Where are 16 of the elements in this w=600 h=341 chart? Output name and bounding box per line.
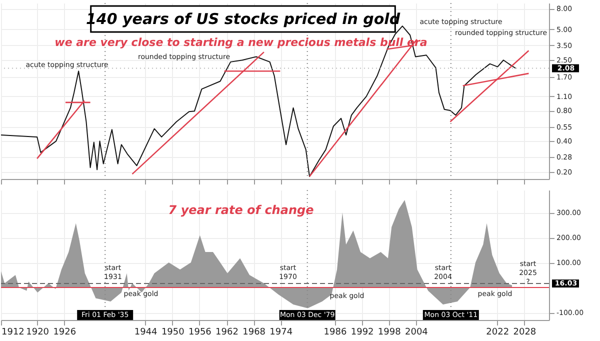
x-tick-label: 1992 — [350, 328, 374, 338]
x-tick-label: 2028 — [513, 328, 536, 338]
x-tick-label: 1920 — [26, 328, 50, 338]
x-tick-label: 2022 — [486, 328, 510, 338]
annotation: 7 year rate of change — [168, 203, 314, 217]
x-tick-label: 1974 — [270, 328, 293, 338]
x-tick-label: 1944 — [134, 328, 158, 338]
x-tick-label: 1956 — [188, 328, 212, 338]
x-tick-label: 1968 — [242, 328, 266, 338]
x-tick-label: 1926 — [53, 328, 76, 338]
x-tick-label: 2004 — [404, 328, 428, 338]
x-tick-label: 1912 — [2, 328, 24, 338]
x-tick-label: 1986 — [324, 328, 347, 338]
x-tick-label: 1998 — [378, 328, 402, 338]
x-tick-label: 1962 — [216, 328, 238, 338]
x-tick-label: 1950 — [161, 328, 185, 338]
